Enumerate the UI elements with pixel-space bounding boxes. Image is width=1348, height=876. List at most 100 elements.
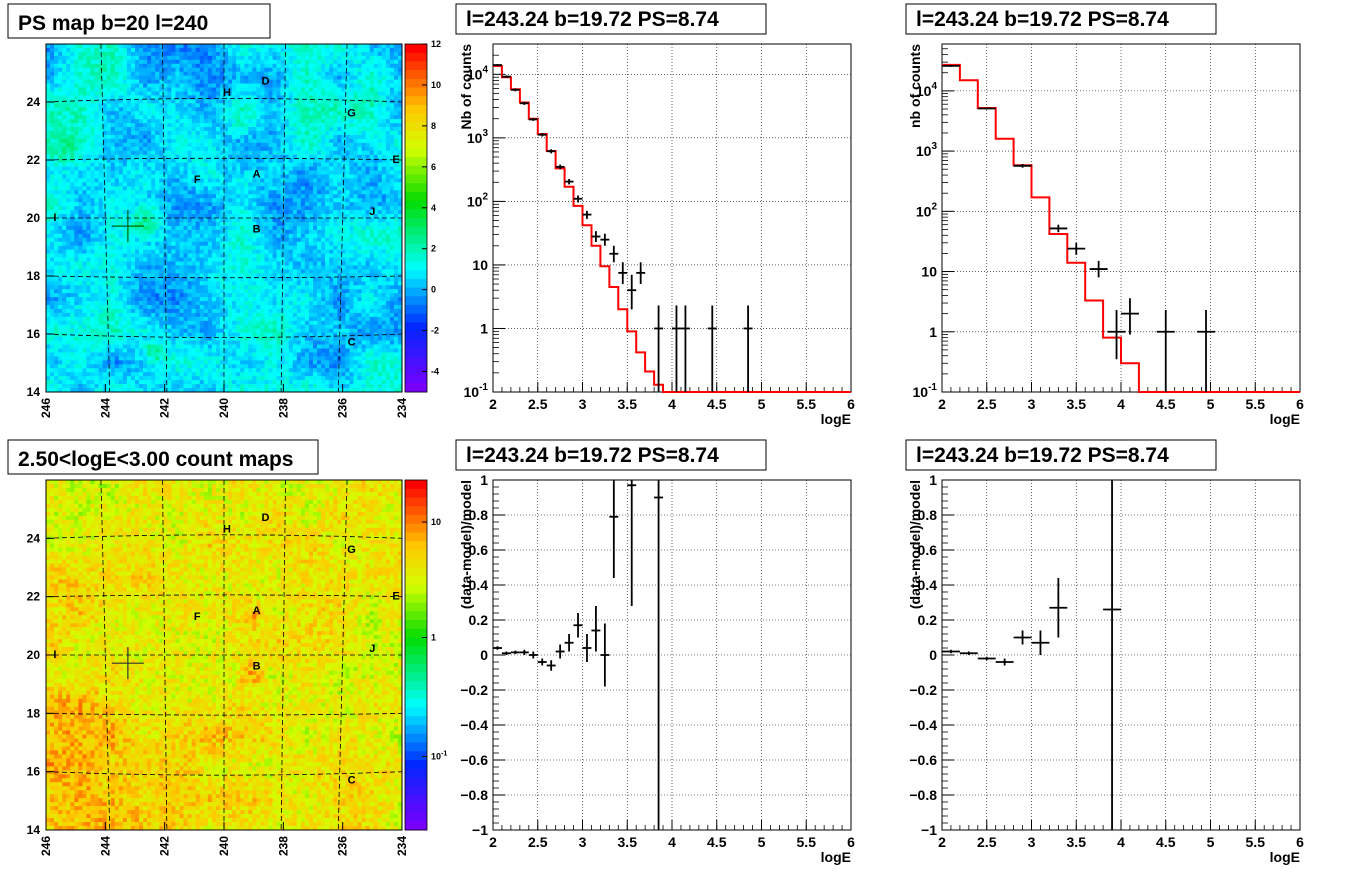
x-tick-label: 5.5 bbox=[797, 396, 817, 412]
colorbar-swatch bbox=[405, 558, 427, 568]
x-tick-label: 5 bbox=[1207, 834, 1215, 850]
data-point bbox=[591, 231, 601, 242]
x-tick-label: 240 bbox=[217, 836, 231, 856]
colorbar-swatch bbox=[405, 768, 427, 778]
source-label: H bbox=[223, 524, 231, 536]
longitude-line bbox=[100, 479, 111, 831]
x-tick-label: 2.5 bbox=[528, 396, 548, 412]
data-point bbox=[977, 107, 996, 110]
colorbar-swatch bbox=[405, 44, 427, 54]
y-tick-label: 0 bbox=[480, 647, 488, 663]
colorbar-tick-label: 10-1 bbox=[431, 751, 447, 762]
data-point bbox=[1121, 298, 1139, 335]
x-tick-label: 234 bbox=[395, 398, 409, 418]
colorbar-swatch bbox=[405, 183, 427, 193]
x-tick-label: 3 bbox=[579, 834, 587, 850]
colorbar-swatch bbox=[405, 348, 427, 358]
colorbar-swatch bbox=[405, 261, 427, 271]
x-tick-label: 2 bbox=[938, 396, 946, 412]
x-tick-label: 236 bbox=[336, 398, 350, 418]
y-tick-label: 0.8 bbox=[918, 507, 938, 523]
data-point bbox=[582, 210, 592, 219]
y-tick-label: 10 bbox=[472, 257, 488, 273]
data-point bbox=[1156, 309, 1175, 392]
data-point bbox=[1013, 630, 1032, 645]
data-point bbox=[609, 480, 619, 578]
colorbar-swatch bbox=[405, 113, 427, 123]
coordinate-grid bbox=[45, 479, 403, 831]
colorbar-swatch bbox=[405, 480, 427, 490]
source-label: E bbox=[392, 591, 399, 603]
colorbar-swatch bbox=[405, 331, 427, 341]
x-tick-label: 2.5 bbox=[528, 834, 548, 850]
colorbar-swatch bbox=[405, 497, 427, 507]
y-tick-label: 0.4 bbox=[918, 577, 938, 593]
colorbar-swatch bbox=[405, 707, 427, 717]
colorbar-swatch bbox=[405, 698, 427, 708]
colorbar-swatch bbox=[405, 270, 427, 280]
y-tick-label: 10-1 bbox=[913, 382, 938, 400]
data-point bbox=[1013, 164, 1032, 168]
colorbar-swatch bbox=[405, 523, 427, 533]
y-tick-label: 102 bbox=[467, 191, 489, 209]
x-tick-label: 2 bbox=[489, 834, 497, 850]
data-point bbox=[564, 179, 574, 185]
data-point bbox=[1049, 224, 1068, 233]
colorbar-swatch bbox=[405, 200, 427, 210]
source-label: G bbox=[347, 544, 356, 556]
data-point bbox=[510, 88, 520, 92]
y-tick-label: 1 bbox=[480, 472, 488, 488]
colorbar-swatch bbox=[405, 690, 427, 700]
x-tick-label: 4 bbox=[668, 396, 676, 412]
x-tick-label: 5.5 bbox=[1246, 834, 1266, 850]
data-point bbox=[555, 644, 565, 659]
data-point bbox=[707, 305, 717, 392]
data-point bbox=[501, 75, 511, 78]
x-tick-label: 5.5 bbox=[1246, 396, 1266, 412]
y-tick-label: −1 bbox=[472, 822, 488, 838]
data-point bbox=[493, 646, 502, 650]
data-point bbox=[1049, 578, 1068, 638]
y-tick-label: 14 bbox=[27, 385, 41, 399]
colorbar-swatch bbox=[405, 637, 427, 647]
plot-frame bbox=[492, 479, 852, 831]
x-tick-label: 244 bbox=[98, 398, 112, 418]
colorbar-tick-label: 1 bbox=[431, 633, 436, 643]
x-tick-label: 3.5 bbox=[618, 396, 638, 412]
colorbar-swatch bbox=[405, 209, 427, 219]
colorbar-swatch bbox=[405, 78, 427, 88]
x-tick-label: 4.5 bbox=[1156, 396, 1176, 412]
coordinate-grid bbox=[45, 43, 403, 393]
x-tick-label: 4.5 bbox=[707, 396, 727, 412]
x-tick-label: 5 bbox=[758, 396, 766, 412]
data-point bbox=[627, 480, 637, 606]
colorbar-swatch bbox=[405, 672, 427, 682]
y-tick-label: 1 bbox=[480, 320, 488, 336]
colorbar: 10 1 10-1 bbox=[404, 479, 447, 831]
latitude-line bbox=[45, 98, 403, 103]
colorbar-swatch bbox=[405, 191, 427, 202]
colorbar-swatch bbox=[405, 585, 427, 595]
colorbar-tick-label: 6 bbox=[431, 162, 436, 172]
data-point bbox=[564, 634, 574, 652]
colorbar-swatch bbox=[405, 157, 427, 167]
x-tick-label: 238 bbox=[276, 836, 290, 856]
longitude-line bbox=[100, 43, 111, 393]
y-tick-label: 0.6 bbox=[469, 542, 489, 558]
x-tick-label: 4.5 bbox=[1156, 834, 1176, 850]
data-point bbox=[680, 305, 690, 392]
source-label: A bbox=[253, 605, 261, 617]
source-label: E bbox=[392, 154, 399, 166]
colorbar-swatch bbox=[405, 383, 427, 393]
data-point bbox=[519, 649, 529, 655]
title-residual-2: l=243.24 b=19.72 PS=8.74 bbox=[916, 444, 1169, 467]
x-tick-label: 246 bbox=[39, 836, 53, 856]
y-tick-label: 102 bbox=[916, 201, 938, 219]
model-histogram bbox=[942, 63, 1300, 393]
x-axis-label: logE bbox=[1270, 411, 1300, 427]
y-tick-label: −0.4 bbox=[460, 717, 488, 733]
colorbar-swatch bbox=[405, 742, 427, 752]
